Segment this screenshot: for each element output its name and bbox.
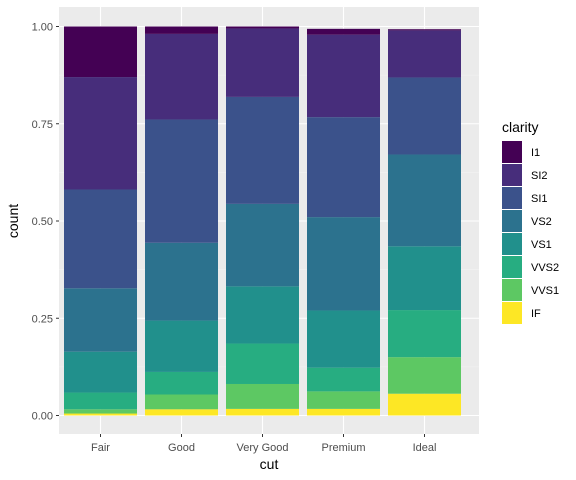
bar-segment-very-good-if: [226, 408, 299, 416]
bar-segment-fair-si2: [64, 77, 137, 190]
bar-segment-premium-vs2: [307, 217, 380, 311]
bar-segment-premium-vs1: [307, 310, 380, 368]
legend-key-si2: [502, 164, 522, 186]
legend-key-i1: [502, 141, 522, 163]
x-tick-label: Premium: [321, 442, 365, 454]
y-tick-label: 0.50: [32, 216, 53, 228]
bar-segment-ideal-si1: [388, 77, 461, 155]
bar-segment-ideal-vs1: [388, 246, 461, 311]
bar-segment-very-good-vs1: [226, 286, 299, 344]
y-tick-label: 0.25: [32, 313, 53, 325]
bar-segment-ideal-vs2: [388, 154, 461, 247]
bar-segment-premium-vvs2: [307, 367, 380, 392]
y-tick-label: 0.00: [32, 411, 53, 423]
x-tick-label: Good: [168, 442, 195, 454]
bar-segment-fair-i1: [64, 26, 137, 78]
legend-label-vs2: VS2: [531, 216, 552, 228]
legend-key-vvs2: [502, 256, 522, 278]
legend-label-si1: SI1: [531, 193, 548, 205]
y-axis: 0.00 0.25 0.50 0.75 1.00: [32, 22, 59, 423]
bar-segment-very-good-vvs2: [226, 343, 299, 384]
bar-segment-very-good-vs2: [226, 203, 299, 287]
legend-label-vvs1: VVS1: [531, 285, 559, 297]
bar-segment-premium-vvs1: [307, 391, 380, 409]
x-axis-title: cut: [260, 456, 279, 472]
bar-segment-fair-vs1: [64, 351, 137, 393]
legend-key-vvs1: [502, 279, 522, 301]
y-axis-title: count: [5, 204, 21, 238]
x-tick-label: Fair: [91, 442, 110, 454]
bar-segment-good-vvs2: [145, 371, 218, 395]
bar-segment-premium-if: [307, 408, 380, 416]
legend-label-if: IF: [531, 308, 541, 320]
legend-key-if: [502, 302, 522, 324]
bar-segment-very-good-i1: [226, 26, 299, 29]
legend-label-si2: SI2: [531, 170, 548, 182]
bar-segment-fair-si1: [64, 189, 137, 289]
bar-segment-very-good-vvs1: [226, 383, 299, 409]
bar-segment-premium-si1: [307, 117, 380, 218]
bar-segment-ideal-i1: [388, 29, 461, 31]
y-tick-label: 1.00: [32, 22, 53, 34]
legend-key-vs2: [502, 210, 522, 232]
bar-segment-premium-si2: [307, 34, 380, 118]
bar-segment-good-if: [145, 409, 218, 416]
legend-key-vs1: [502, 233, 522, 255]
legend-label-vvs2: VVS2: [531, 262, 559, 274]
x-tick-label: Ideal: [413, 442, 437, 454]
bar-segment-good-vs1: [145, 320, 218, 372]
bar-segment-ideal-vvs2: [388, 310, 461, 358]
bar-segment-ideal-vvs1: [388, 357, 461, 394]
bar-segment-good-vvs1: [145, 394, 218, 410]
y-tick-label: 0.75: [32, 119, 53, 131]
bar-segment-very-good-si1: [226, 96, 299, 204]
bar-segment-ideal-if: [388, 393, 461, 416]
bar-segment-fair-vvs1: [64, 409, 137, 414]
bar-segment-fair-vvs2: [64, 392, 137, 410]
legend: clarity I1 SI2 SI1 VS2 VS1 VVS2 VVS1 IF: [502, 119, 559, 324]
legend-title: clarity: [502, 119, 539, 135]
bar-segment-fair-if: [64, 413, 137, 416]
x-axis: Fair Good Very Good Premium Ideal: [91, 434, 436, 454]
legend-label-vs1: VS1: [531, 239, 552, 251]
bar-segment-good-si1: [145, 119, 218, 243]
bar-segment-good-i1: [145, 26, 218, 34]
legend-label-i1: I1: [531, 147, 540, 159]
bar-segment-good-vs2: [145, 242, 218, 321]
x-tick-label: Very Good: [237, 442, 289, 454]
bar-segment-very-good-si2: [226, 28, 299, 97]
bars: [64, 26, 461, 416]
bar-segment-ideal-si2: [388, 30, 461, 78]
bar-segment-premium-i1: [307, 28, 380, 35]
legend-key-si1: [502, 187, 522, 209]
bar-segment-fair-vs2: [64, 288, 137, 352]
bar-segment-good-si2: [145, 33, 218, 120]
